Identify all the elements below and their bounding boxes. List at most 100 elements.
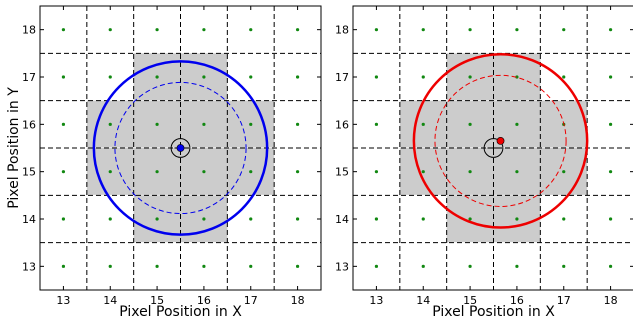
pixel-center-point: [295, 28, 300, 32]
outer-circle: [92, 60, 269, 236]
x-axis-label: Pixel Position in X: [432, 304, 555, 320]
pixel-center-point: [249, 170, 253, 174]
pixel-center-point: [562, 170, 566, 174]
pixel-center-point: [468, 122, 472, 126]
small-center-circle: [170, 138, 191, 158]
pixel-center-point: [608, 122, 613, 126]
x-tick-label: 13: [369, 294, 383, 307]
pixel-center-point: [155, 122, 159, 126]
pixel-center-point: [108, 75, 112, 79]
pixel-center-point: [155, 217, 159, 221]
pixel-center-point: [202, 170, 206, 174]
x-tick-label: 17: [557, 294, 571, 307]
y-tick-label: 13: [22, 260, 36, 273]
pixel-center-point: [374, 170, 379, 174]
pixel-center-point: [421, 217, 425, 221]
pixel-center-point: [202, 122, 206, 126]
small-center-circle: [483, 138, 504, 158]
pixel-center-point: [468, 75, 472, 79]
y-tick-label: 18: [335, 24, 349, 37]
pixel-center-point: [468, 28, 472, 32]
pixel-center-point: [468, 264, 472, 268]
x-tick-label: 17: [244, 294, 258, 307]
pixel-center-point: [515, 170, 519, 174]
pixel-center-point: [61, 75, 66, 79]
chart-panel-2: 13 14 15 16 17 18 13 14 15 16 17 18 Pixel Position i…: [335, 5, 633, 320]
x-axis-label: Pixel Position in X: [119, 304, 242, 320]
inner-dashed-circle: [114, 81, 247, 215]
pixel-center-point: [249, 264, 253, 268]
pixel-center-point: [61, 217, 66, 221]
pixel-center-point: [61, 170, 66, 174]
pixel-center-point: [295, 170, 300, 174]
y-tick-label: 13: [335, 260, 349, 273]
pixel-center-point: [608, 264, 613, 268]
pixel-center-point: [515, 217, 519, 221]
y-tick-label: 15: [22, 166, 36, 179]
outer-circle: [412, 53, 589, 229]
pixel-center-point: [108, 122, 112, 126]
plot-area: [40, 6, 321, 290]
pixel-center-point: [108, 28, 112, 32]
pixel-center-point: [374, 122, 379, 126]
x-tick-label: 15: [463, 294, 477, 307]
x-tick-label: 18: [291, 294, 305, 307]
pixel-center-point: [202, 217, 206, 221]
pixel-center-point: [608, 28, 613, 32]
pixel-center-point: [249, 217, 253, 221]
pixel-center-point: [515, 122, 519, 126]
pixel-center-point: [249, 75, 253, 79]
pixel-center-point: [155, 264, 159, 268]
pixel-center-point: [295, 75, 300, 79]
y-tick-label: 14: [22, 213, 36, 226]
pixel-center-point: [421, 28, 425, 32]
pixel-center-point: [468, 170, 472, 174]
pixel-center-point: [61, 264, 66, 268]
pixel-center-point: [421, 75, 425, 79]
pixel-center-point: [515, 28, 519, 32]
chart-panel-1: 13 14 15 16 17 18 13 14 15 16 17 18 Pixel Position i…: [6, 5, 322, 320]
pixel-center-point: [421, 264, 425, 268]
pixel-center-point: [608, 75, 613, 79]
y-tick-label: 15: [335, 166, 349, 179]
pixel-center-point: [374, 75, 379, 79]
y-tick-label: 17: [335, 71, 349, 84]
y-tick-label: 17: [22, 71, 36, 84]
pixel-center-point: [108, 264, 112, 268]
x-tick-label: 14: [103, 294, 117, 307]
pixel-center-point: [108, 170, 112, 174]
pixel-center-point: [295, 217, 300, 221]
pixel-center-point: [468, 217, 472, 221]
pixel-center-point: [562, 28, 566, 32]
pixel-center-point: [515, 264, 519, 268]
x-tick-label: 16: [510, 294, 524, 307]
y-tick-label: 16: [22, 118, 36, 131]
pixel-center-point: [374, 28, 379, 32]
pixel-center-point: [202, 28, 206, 32]
y-tick-label: 18: [22, 24, 36, 37]
y-tick-label: 16: [335, 118, 349, 131]
pixel-center-point: [249, 28, 253, 32]
centroid-marker: [176, 144, 185, 152]
pixel-center-point: [562, 264, 566, 268]
pixel-center-point: [155, 75, 159, 79]
y-axis-label: Pixel Position in Y: [6, 87, 22, 209]
pixel-center-point: [374, 264, 379, 268]
axes-frame: [39, 5, 322, 291]
pixel-center-point: [249, 122, 253, 126]
pixel-center-point: [562, 75, 566, 79]
plot-area: [353, 6, 633, 290]
x-tick-label: 14: [416, 294, 430, 307]
pixel-center-point: [295, 264, 300, 268]
inner-dashed-circle: [434, 74, 567, 207]
pixel-center-point: [202, 264, 206, 268]
centroid-marker: [496, 136, 505, 145]
pixel-center-point: [421, 170, 425, 174]
pixel-center-point: [155, 28, 159, 32]
pixel-center-point: [295, 122, 300, 126]
pixel-center-point: [608, 170, 613, 174]
pixel-center-point: [61, 122, 66, 126]
x-tick-label: 16: [197, 294, 211, 307]
pixel-center-point: [562, 217, 566, 221]
